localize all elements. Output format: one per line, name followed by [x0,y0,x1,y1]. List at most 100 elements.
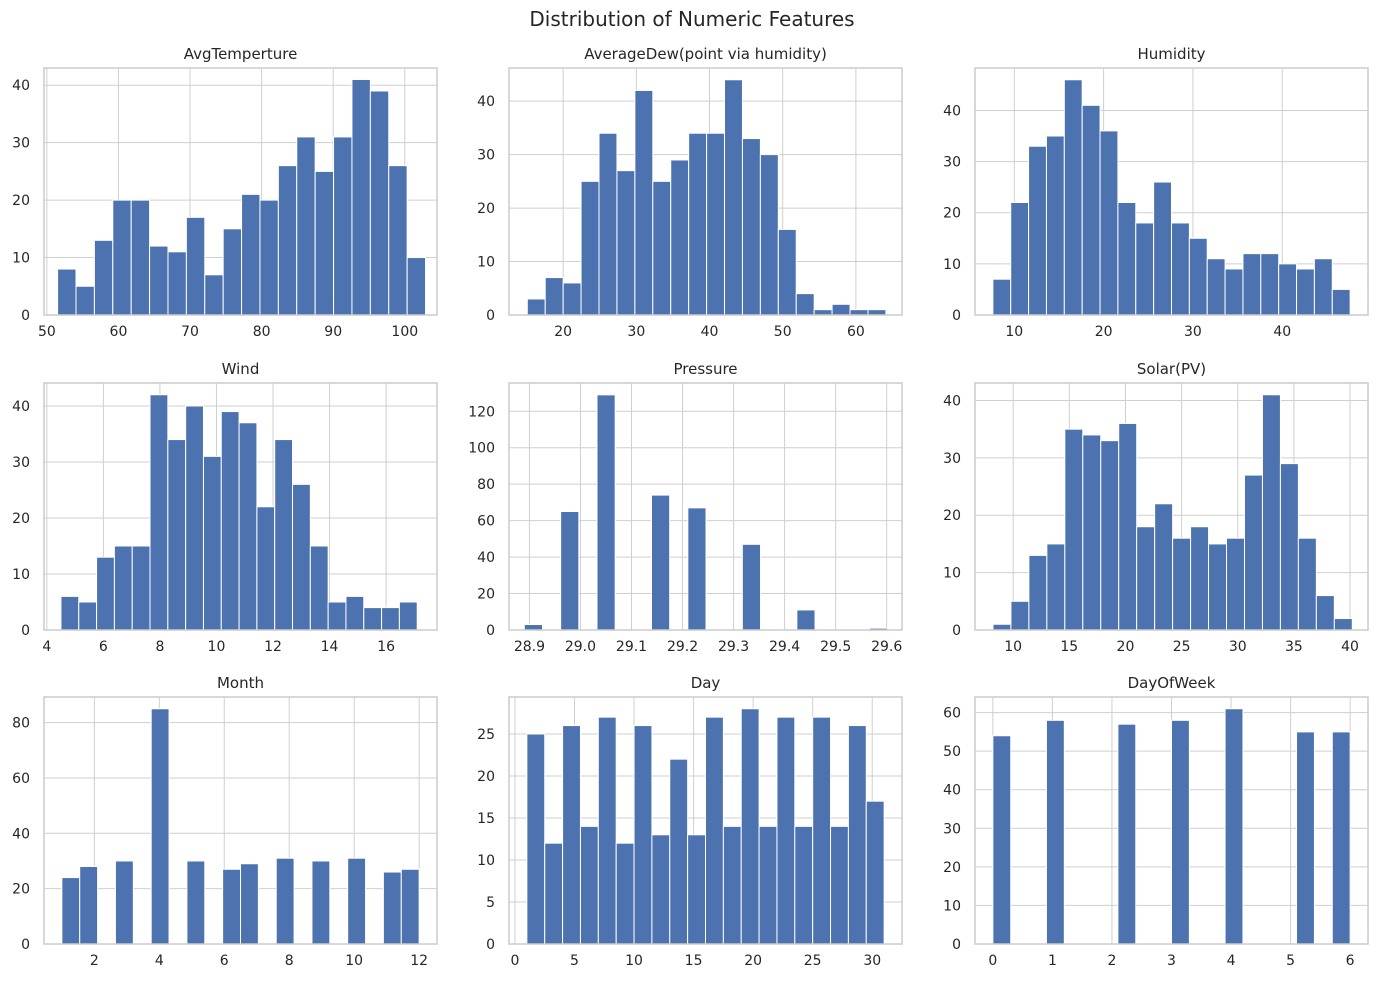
x-tick-label: 12 [264,639,282,655]
histogram-bar [259,199,279,316]
y-tick-label: 15 [477,811,495,827]
y-tick-label: 20 [12,511,30,527]
x-tick-label: 14 [321,639,339,655]
histogram-bar [1028,554,1048,631]
panel-title: AvgTemperture [184,45,298,63]
y-tick-label: 0 [21,308,30,324]
x-tick-label: 20 [1095,324,1113,340]
x-tick-label: 40 [701,324,719,340]
histogram-bar [1171,719,1190,945]
x-tick-label: 4 [155,953,164,969]
x-tick-label: 30 [627,324,645,340]
histogram-bar [96,556,115,631]
figure-title: Distribution of Numeric Features [529,7,854,31]
y-tick-label: 40 [12,78,30,94]
x-tick-label: 15 [685,953,703,969]
histogram-bar [579,825,599,945]
histogram-bar [544,842,564,945]
histogram-bar [722,825,742,945]
histogram-bar [130,199,151,316]
x-tick-label: 29.5 [820,639,851,655]
histogram-bar [847,725,867,945]
x-tick-label: 100 [391,324,418,340]
y-tick-label: 0 [952,623,961,639]
histogram-bar [705,716,724,945]
histogram-bar [1242,253,1262,316]
histogram-bar [78,601,98,631]
x-tick-label: 6 [1346,953,1355,969]
histogram-bar [167,251,187,316]
histogram-bar [795,293,815,316]
y-tick-label: 80 [12,716,30,732]
y-tick-label: 10 [477,853,495,869]
y-tick-label: 20 [477,201,495,217]
y-tick-label: 0 [952,937,961,953]
y-tick-label: 120 [468,404,495,420]
panel-6: Month 2 4 6 8 10 12 0 20 40 60 80 [12,674,438,969]
histogram-bar [523,624,543,631]
y-tick-label: 20 [943,860,961,876]
histogram-bar [388,165,408,316]
histogram-bar [309,545,329,631]
histogram-bar [1331,731,1351,945]
histogram-bar [1297,537,1317,631]
histogram-bar [580,180,600,316]
histogram-bar [277,165,298,316]
x-tick-label: 2 [1107,953,1116,969]
histogram-bar [1190,526,1210,631]
histogram-bar [1333,618,1353,631]
y-tick-label: 20 [943,206,961,222]
x-tick-label: 10 [1004,639,1022,655]
histogram-bar [238,422,258,631]
histogram-bar [185,405,204,631]
histogram-bar [131,545,151,631]
histogram-bar [651,834,671,945]
x-tick-label: 50 [774,324,792,340]
x-tick-label: 60 [847,324,865,340]
histogram-bar [1117,201,1137,316]
histogram-bar [1135,222,1155,316]
y-tick-label: 20 [477,769,495,785]
y-tick-label: 10 [943,257,961,273]
y-tick-label: 100 [468,441,495,457]
histogram-bar [1208,543,1228,631]
histogram-bar [1028,145,1047,316]
y-tick-label: 0 [486,623,495,639]
panel-title: Solar(PV) [1137,360,1206,378]
y-tick-label: 60 [477,514,495,530]
histogram-bar [292,483,311,631]
histogram-bar [758,825,778,945]
histogram-bar [75,285,95,316]
x-tick-label: 29.6 [871,639,902,655]
y-tick-label: 40 [943,103,961,119]
histogram-bar [598,132,618,316]
y-tick-label: 20 [12,193,30,209]
x-tick-label: 5 [1286,953,1295,969]
x-tick-label: 16 [377,639,395,655]
histogram-bar [1224,268,1244,316]
histogram-bar [1278,263,1298,316]
x-tick-label: 10 [208,639,226,655]
histogram-bar [706,132,726,316]
histogram-bar [1081,104,1101,316]
y-tick-label: 80 [477,477,495,493]
histogram-bar [240,863,259,945]
histogram-bar [992,278,1012,316]
y-tick-label: 25 [477,727,495,743]
y-tick-label: 40 [477,550,495,566]
x-tick-label: 2 [90,953,99,969]
y-tick-label: 10 [477,255,495,271]
y-tick-label: 60 [943,706,961,722]
histogram-bar [1172,537,1192,631]
x-tick-label: 20 [554,324,572,340]
x-tick-label: 4 [1227,953,1236,969]
histogram-bar [93,239,114,316]
histogram-bar [1315,595,1335,631]
axes-frame [974,67,1369,316]
y-tick-label: 20 [12,882,30,898]
histogram-bar [1279,463,1299,631]
histogram-bar [1118,422,1138,631]
x-tick-label: 29.2 [667,639,698,655]
